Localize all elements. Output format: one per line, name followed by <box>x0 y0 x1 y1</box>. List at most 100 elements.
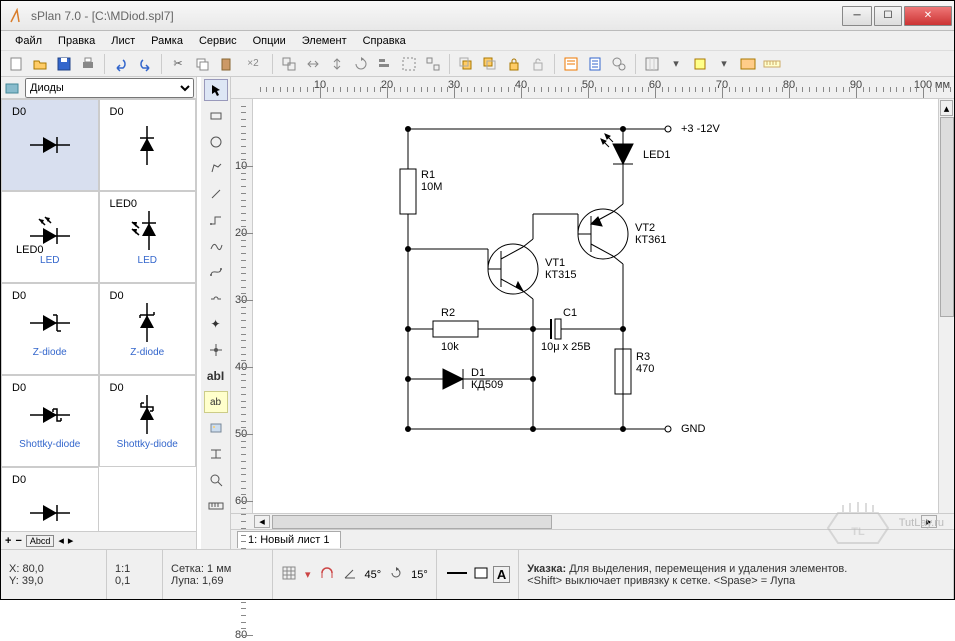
zoom-fit-button[interactable] <box>689 53 711 75</box>
library-item[interactable]: LEDLED0 <box>1 191 99 283</box>
menu-options[interactable]: Опции <box>245 33 294 49</box>
tool-line[interactable] <box>204 183 228 205</box>
library-item[interactable]: LED0LED <box>99 191 197 283</box>
label-c1: C1 <box>563 307 577 319</box>
fill-style-icon[interactable] <box>473 566 489 583</box>
lib-add-button[interactable]: + <box>5 535 11 547</box>
vertical-scrollbar[interactable]: ▴ <box>938 99 954 513</box>
back-button[interactable] <box>479 53 501 75</box>
ruler-toggle-button[interactable] <box>761 53 783 75</box>
open-button[interactable] <box>29 53 51 75</box>
tool-pointer[interactable] <box>204 79 228 101</box>
group-button[interactable] <box>398 53 420 75</box>
statusbar: X: 80,0 Y: 39,0 1:1 0,1 Сетка: 1 мм Лупа… <box>1 549 954 599</box>
library-item[interactable]: D0Z-diode <box>1 283 99 375</box>
menu-element[interactable]: Элемент <box>294 33 355 49</box>
close-button[interactable]: ✕ <box>904 6 952 26</box>
search-button[interactable] <box>608 53 630 75</box>
copy-button[interactable] <box>191 53 213 75</box>
lib-prev-button[interactable]: ◂ <box>58 534 64 547</box>
tool-jumper[interactable] <box>204 287 228 309</box>
rotate-step-icon[interactable] <box>389 566 403 583</box>
duplicate-button[interactable] <box>278 53 300 75</box>
bom-button[interactable] <box>584 53 606 75</box>
angle-snap-icon[interactable] <box>343 566 357 583</box>
lib-refname-box[interactable]: Abcd <box>26 535 55 547</box>
tool-junction[interactable] <box>204 339 228 361</box>
front-button[interactable] <box>455 53 477 75</box>
tool-wire[interactable] <box>204 209 228 231</box>
menu-edit[interactable]: Правка <box>50 33 103 49</box>
paste-button[interactable] <box>215 53 237 75</box>
unlock-button[interactable] <box>527 53 549 75</box>
minimize-button[interactable]: ─ <box>842 6 872 26</box>
horizontal-ruler: мм 102030405060708090100110120130 <box>231 77 954 99</box>
snap-toggle-icon[interactable] <box>319 565 335 584</box>
paste-x2-button[interactable]: ×2 <box>239 53 267 75</box>
tool-rect[interactable] <box>204 105 228 127</box>
line-style-icon[interactable] <box>445 566 469 583</box>
library-item[interactable]: D0 <box>1 99 99 191</box>
cut-button[interactable]: ✂ <box>167 53 189 75</box>
grid-toggle-icon[interactable] <box>281 565 297 584</box>
library-item[interactable]: D0 <box>1 467 99 531</box>
print-button[interactable] <box>77 53 99 75</box>
grid-dropdown[interactable]: ▾ <box>665 53 687 75</box>
grid-button[interactable] <box>641 53 663 75</box>
library-category-select[interactable]: Диоды <box>25 78 194 98</box>
maximize-button[interactable]: ☐ <box>874 6 902 26</box>
toolbar: ✂ ×2 ▾ ▾ <box>1 51 954 77</box>
label-c1v: 10μ x 25В <box>541 341 591 353</box>
menu-file[interactable]: Файл <box>7 33 50 49</box>
tool-text-box[interactable]: ab <box>204 391 228 413</box>
drawing-canvas[interactable]: +3 -12V GND LED1 R1 10M R2 10k R3 470 C1… <box>253 99 954 513</box>
tool-text-bold[interactable]: abI <box>204 365 228 387</box>
tool-dimension[interactable] <box>204 443 228 465</box>
menu-sheet[interactable]: Лист <box>103 33 143 49</box>
tool-spline[interactable] <box>204 235 228 257</box>
angle-snap-value: 45° <box>365 569 382 581</box>
ungroup-button[interactable] <box>422 53 444 75</box>
library-item[interactable]: D0Shottky-diode <box>1 375 99 467</box>
schematic-drawing <box>253 99 953 513</box>
library-icon[interactable] <box>3 79 21 97</box>
titlebar: sPlan 7.0 - [C:\MDiod.spl7] ─ ☐ ✕ <box>1 1 954 31</box>
status-grid: Сетка: 1 мм Лупа: 1,69 <box>163 550 273 599</box>
text-style-icon[interactable]: A <box>493 566 510 583</box>
tool-node[interactable]: ✦ <box>204 313 228 335</box>
lib-remove-button[interactable]: − <box>15 535 21 547</box>
mirror-h-button[interactable] <box>302 53 324 75</box>
menu-help[interactable]: Справка <box>355 33 414 49</box>
tool-image[interactable] <box>204 417 228 439</box>
preview-button[interactable] <box>737 53 759 75</box>
label-vplus: +3 -12V <box>681 123 720 135</box>
undo-button[interactable] <box>110 53 132 75</box>
rotate-cw-button[interactable] <box>350 53 372 75</box>
label-vt2v: КТ361 <box>635 234 666 246</box>
tool-measure[interactable] <box>204 495 228 517</box>
new-button[interactable] <box>5 53 27 75</box>
status-style-tools: A <box>437 550 519 599</box>
tool-bezier[interactable] <box>204 261 228 283</box>
menu-service[interactable]: Сервис <box>191 33 245 49</box>
sheet-tab-1[interactable]: 1: Новый лист 1 <box>237 531 341 548</box>
lib-next-button[interactable]: ▸ <box>68 534 74 547</box>
library-item[interactable]: D0 <box>99 99 197 191</box>
redo-button[interactable] <box>134 53 156 75</box>
tool-circle[interactable] <box>204 131 228 153</box>
lock-button[interactable] <box>503 53 525 75</box>
label-led1: LED1 <box>643 149 671 161</box>
component-list-button[interactable] <box>560 53 582 75</box>
tool-poly[interactable] <box>204 157 228 179</box>
library-item[interactable]: D0Shottky-diode <box>99 375 197 467</box>
zoom-dropdown[interactable]: ▾ <box>713 53 735 75</box>
mirror-v-button[interactable] <box>326 53 348 75</box>
library-item[interactable]: D0Z-diode <box>99 283 197 375</box>
label-vt1v: КТ315 <box>545 269 576 281</box>
horizontal-scrollbar[interactable]: ◂ ▸ <box>231 513 954 529</box>
status-scale: 1:1 0,1 <box>107 550 163 599</box>
save-button[interactable] <box>53 53 75 75</box>
menu-frame[interactable]: Рамка <box>143 33 191 49</box>
align-button[interactable] <box>374 53 396 75</box>
tool-zoom[interactable] <box>204 469 228 491</box>
